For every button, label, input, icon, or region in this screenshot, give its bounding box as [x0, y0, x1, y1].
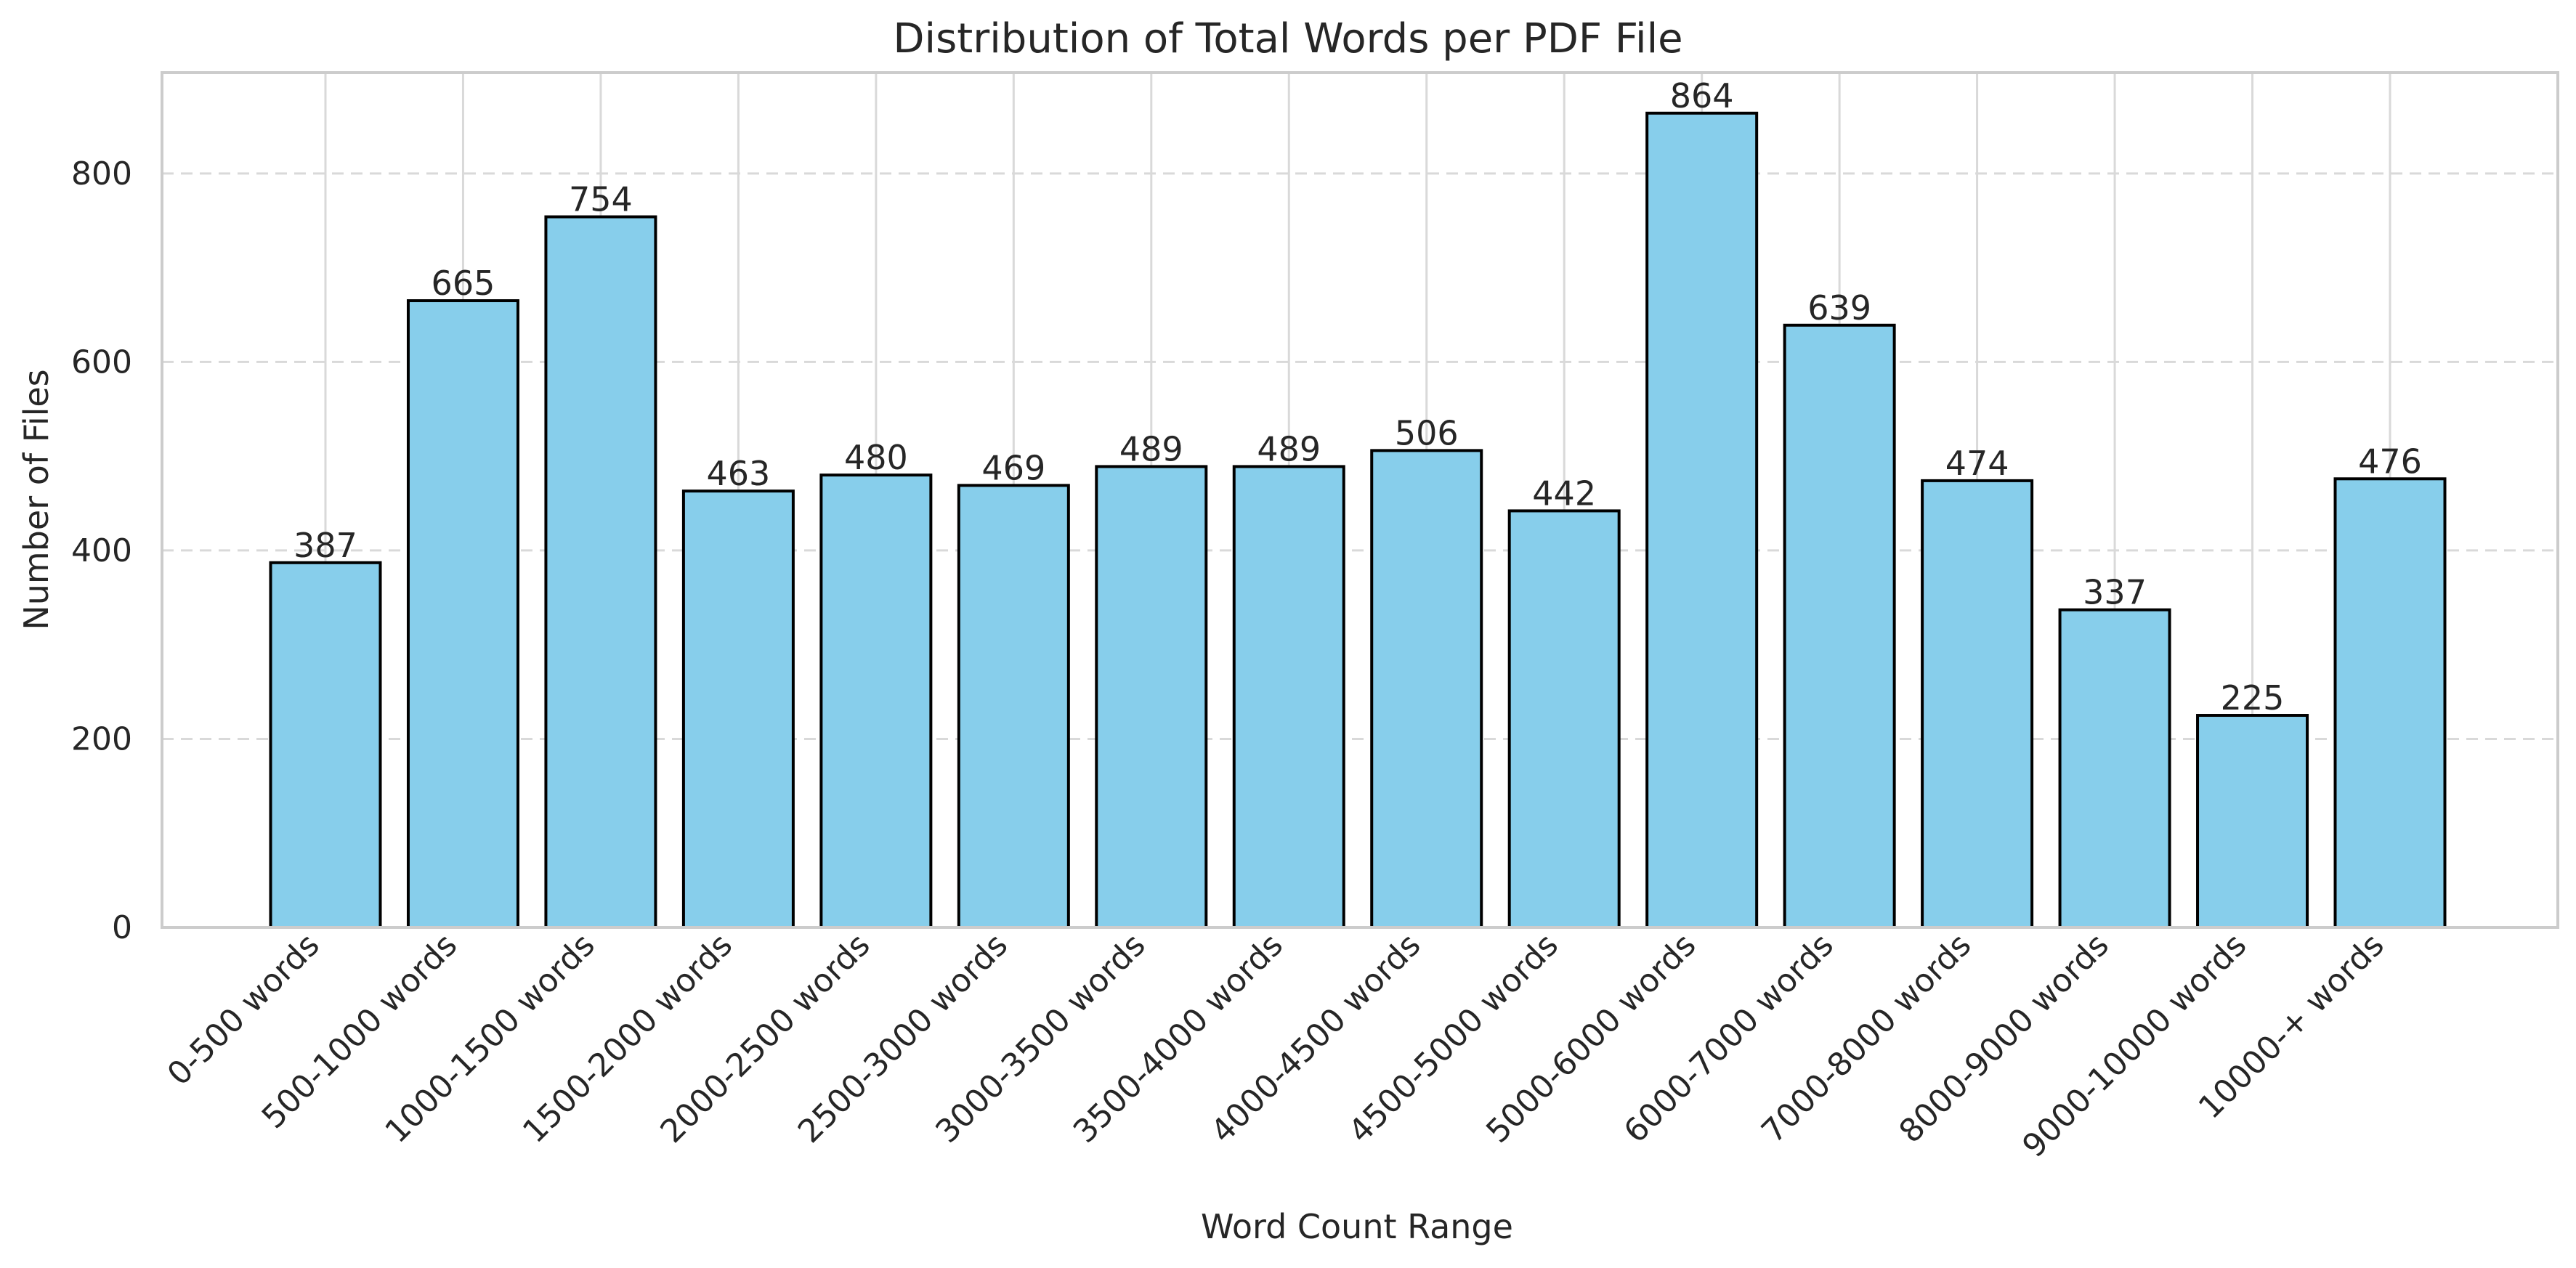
bar: [544, 215, 657, 929]
bar-value-label: 754: [569, 180, 633, 219]
bar-value-label: 476: [2358, 442, 2422, 481]
bar: [1921, 479, 2034, 929]
bar: [1645, 111, 1759, 930]
bar-value-label: 506: [1395, 413, 1459, 452]
bar-value-label: 639: [1807, 288, 1871, 328]
bar-value-label: 480: [844, 438, 908, 477]
chart-title: Distribution of Total Words per PDF File: [893, 15, 1682, 62]
bar-value-label: 463: [706, 454, 770, 493]
bar: [406, 299, 519, 930]
x-axis-label: Word Count Range: [1201, 1207, 1513, 1246]
bar-value-label: 489: [1257, 429, 1321, 468]
y-tick-label: 0: [112, 909, 132, 946]
y-tick-label: 200: [71, 720, 132, 757]
bar-value-label: 337: [2083, 573, 2147, 612]
bar: [269, 561, 382, 929]
y-tick-label: 800: [71, 155, 132, 192]
bar: [2058, 608, 2171, 929]
bar: [2196, 714, 2309, 929]
y-tick-label: 400: [71, 532, 132, 569]
bars-layer: [269, 111, 2447, 930]
bar-value-label: 489: [1119, 429, 1183, 468]
bar-value-label: 469: [981, 448, 1045, 487]
y-tick-label: 600: [71, 344, 132, 381]
bar: [957, 484, 1070, 929]
bar: [1370, 449, 1483, 929]
bar: [1095, 465, 1208, 929]
bar-value-label: 442: [1532, 474, 1596, 513]
y-axis-label: Number of Files: [17, 369, 56, 630]
bar-value-label: 225: [2221, 678, 2285, 718]
axis-layer: 0 200 400 600 800: [71, 71, 2559, 946]
bar: [681, 489, 795, 929]
x-tick-label: 9000-10000 words: [2015, 927, 2253, 1165]
bar-value-label: 474: [1945, 444, 2009, 483]
plot-frame: [161, 71, 2559, 929]
bar: [2333, 477, 2447, 929]
bar: [1232, 465, 1345, 929]
bar-value-label: 665: [432, 264, 495, 303]
bar-value-label: 387: [293, 526, 357, 565]
bar: [1507, 509, 1621, 929]
bar-value-label: 864: [1670, 76, 1734, 115]
bar: [819, 474, 933, 929]
bar: [1783, 323, 1896, 929]
